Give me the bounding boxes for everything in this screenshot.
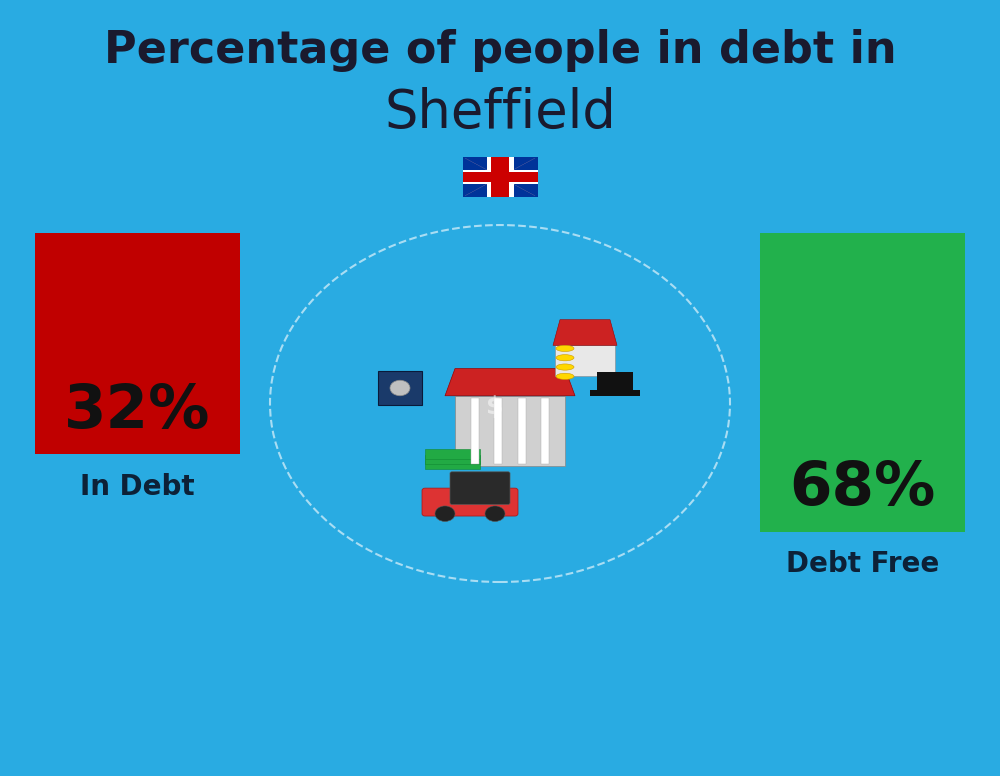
Bar	[425, 460, 480, 469]
Bar	[541, 398, 549, 464]
FancyArrowPatch shape	[465, 158, 535, 196]
Bar	[597, 372, 633, 390]
Ellipse shape	[556, 355, 574, 361]
FancyArrowPatch shape	[465, 158, 535, 196]
Bar	[462, 170, 538, 184]
Polygon shape	[445, 369, 575, 396]
Bar	[494, 398, 502, 464]
Text: Percentage of people in debt in: Percentage of people in debt in	[104, 29, 896, 72]
Bar	[378, 371, 422, 405]
FancyArrowPatch shape	[465, 158, 535, 196]
Circle shape	[485, 506, 505, 521]
Bar	[455, 396, 565, 466]
Text: Sheffield: Sheffield	[384, 86, 616, 139]
FancyBboxPatch shape	[422, 488, 518, 516]
Bar	[425, 449, 480, 459]
Bar	[471, 398, 479, 464]
Text: $: $	[486, 396, 504, 419]
Ellipse shape	[556, 345, 574, 352]
Bar	[760, 233, 965, 532]
Circle shape	[288, 239, 712, 568]
Bar	[555, 345, 615, 376]
FancyBboxPatch shape	[450, 472, 510, 504]
Circle shape	[390, 380, 410, 396]
Ellipse shape	[556, 364, 574, 370]
Text: 32%: 32%	[64, 382, 211, 441]
Bar	[590, 390, 640, 396]
Bar	[491, 157, 509, 197]
Bar	[518, 398, 526, 464]
Text: 68%: 68%	[789, 459, 936, 518]
Bar	[35, 233, 240, 454]
Ellipse shape	[556, 373, 574, 379]
FancyArrowPatch shape	[465, 158, 535, 196]
Bar	[462, 172, 538, 182]
Bar	[462, 157, 538, 197]
Circle shape	[435, 506, 455, 521]
Text: Debt Free: Debt Free	[786, 550, 939, 578]
Polygon shape	[553, 320, 617, 345]
Text: In Debt: In Debt	[80, 473, 195, 501]
Bar	[486, 157, 514, 197]
Bar	[425, 455, 480, 464]
